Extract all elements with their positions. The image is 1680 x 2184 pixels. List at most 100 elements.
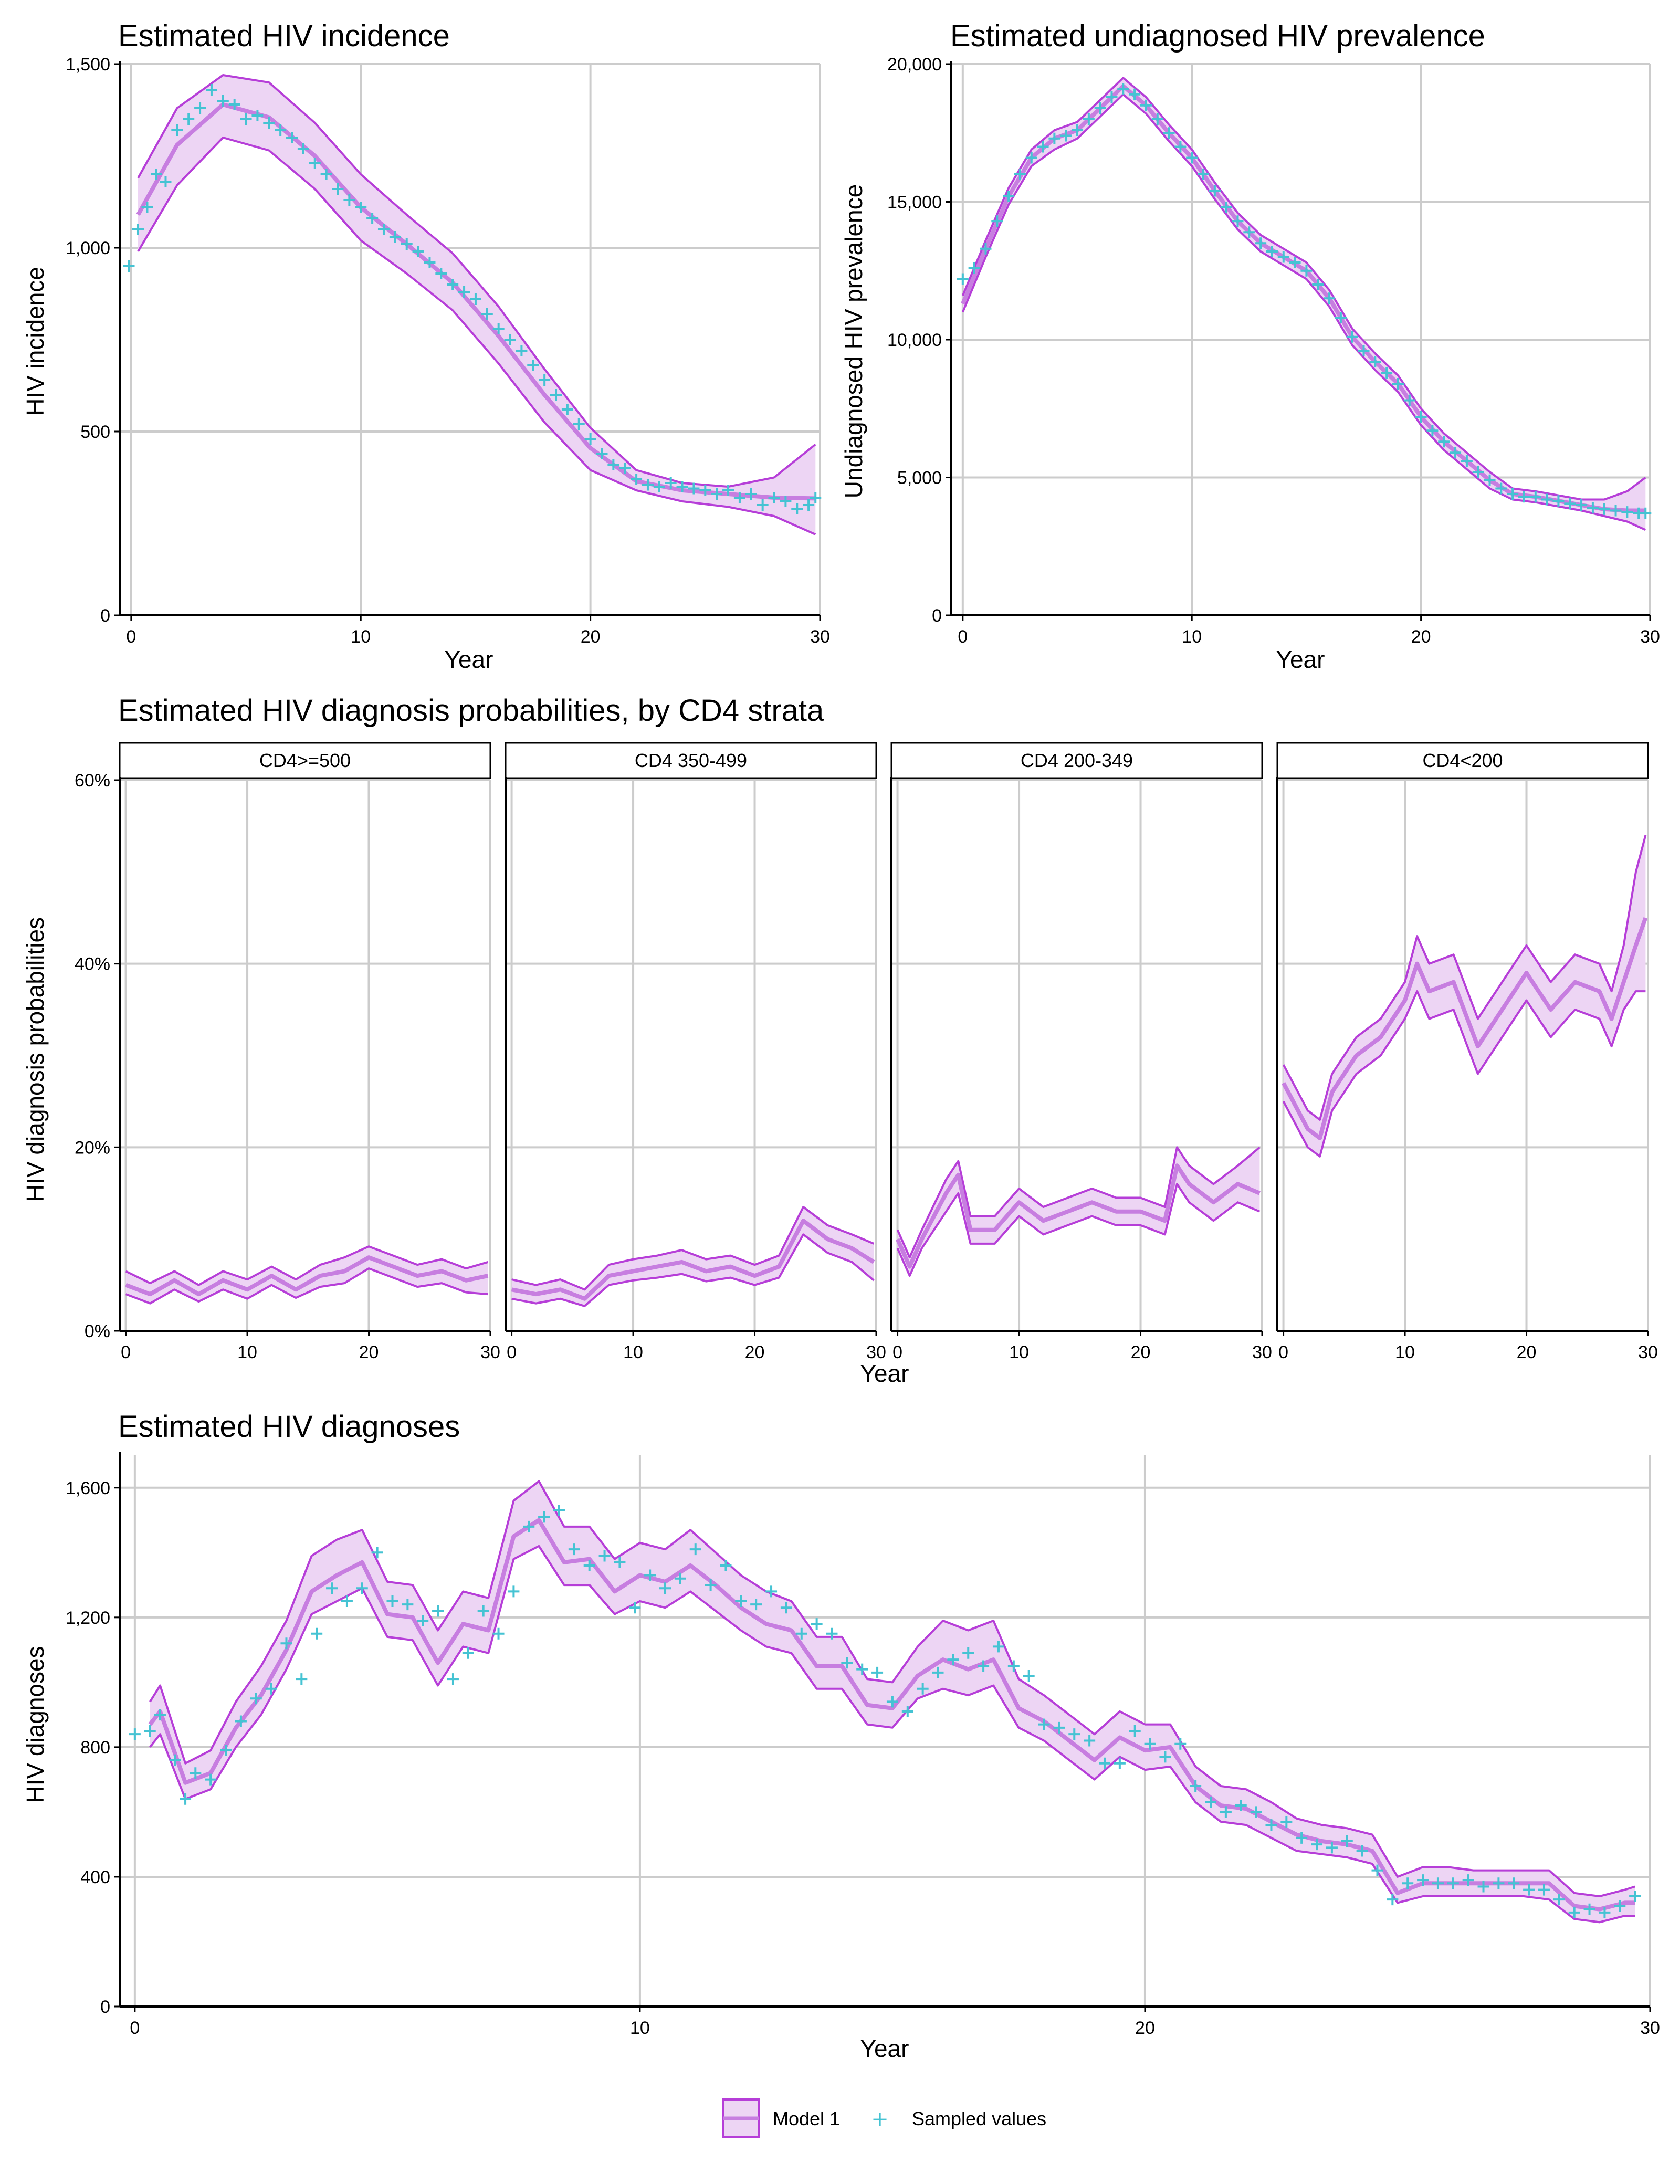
sampled-value-point	[757, 499, 769, 511]
sampled-value-point	[286, 132, 298, 143]
sampled-value-point	[1265, 1819, 1277, 1831]
sampled-value-point	[1140, 99, 1152, 111]
sampled-value-point	[275, 124, 287, 136]
sampled-value-point	[447, 1673, 459, 1685]
sampled-value-point	[424, 257, 436, 268]
sampled-value-point	[1232, 215, 1244, 227]
sampled-value-point	[886, 1696, 898, 1708]
sampled-value-point	[1277, 251, 1289, 263]
median-line	[961, 84, 1646, 513]
sampled-value-point	[1614, 1900, 1626, 1912]
sampled-value-point	[689, 1544, 701, 1556]
diagnosis-probabilities-ylabel: HIV diagnosis probabilities	[22, 917, 49, 1202]
sampled-value-point	[205, 1773, 217, 1786]
x-tick-label: 0	[126, 627, 136, 647]
lower-bound-line	[149, 1545, 1635, 1924]
upper-bound-line	[125, 1245, 488, 1286]
undiagnosed-panel: 0 5,000 10,000 15,000 20,000 0 10 20 30	[887, 55, 1660, 647]
sampled-value-point	[1529, 491, 1541, 503]
sampled-value-point	[980, 243, 992, 255]
strip-cd4-under-200	[1276, 742, 1649, 779]
undiagnosed-xlabel: Year	[1276, 646, 1325, 673]
y-tick-label: 1,000	[66, 238, 110, 258]
sampled-value-point	[642, 479, 654, 491]
sampled-value-point	[1432, 1877, 1444, 1889]
x-tick-label: 30	[1638, 1342, 1658, 1362]
sampled-value-point	[280, 1637, 292, 1650]
y-tick-label: 15,000	[887, 193, 942, 213]
median-line	[148, 1518, 1635, 1912]
sampled-value-point	[705, 1579, 717, 1591]
sampled-value-point	[957, 273, 969, 285]
sampled-value-point	[598, 1550, 611, 1562]
diagnosis_probabilities-facet-3-panel: 0 10 20 30	[890, 777, 1272, 1362]
sampled-value-point	[644, 1569, 656, 1581]
sampled-value-point	[356, 1582, 368, 1594]
y-tick-label: 40%	[75, 954, 110, 974]
sampled-value-point	[1186, 152, 1198, 164]
median-line	[125, 1255, 489, 1297]
sampled-value-point	[504, 334, 516, 345]
sampled-value-point	[1402, 1877, 1414, 1889]
confidence-band	[962, 78, 1646, 530]
sampled-value-point	[826, 1628, 838, 1640]
sampled-value-point	[1598, 503, 1610, 515]
sampled-value-point	[402, 1599, 414, 1611]
sampled-value-point	[1553, 1894, 1565, 1906]
sampled-value-point	[1417, 1874, 1429, 1886]
x-tick-label: 30	[810, 627, 830, 647]
sampled-value-point	[250, 1693, 262, 1705]
sampled-value-point	[1564, 498, 1576, 510]
diagnosis_probabilities-facet-2-panel: 0 10 20 30	[505, 777, 886, 1362]
sampled-value-point	[1151, 113, 1163, 125]
sampled-value-point	[1198, 169, 1210, 180]
sampled-value-point	[745, 488, 757, 500]
sampled-value-point	[1507, 488, 1519, 500]
sampled-value-point	[1495, 482, 1507, 495]
diagnoses-title: Estimated HIV diagnoses	[118, 1410, 460, 1444]
sampled-value-point	[1311, 1839, 1323, 1851]
sampled-value-point	[1014, 169, 1026, 180]
sampled-value-point	[469, 293, 481, 305]
x-tick-label: 0	[958, 627, 968, 647]
sampled-value-point	[1053, 1721, 1065, 1734]
lower-bound-line	[137, 136, 816, 536]
sampled-value-point	[992, 1641, 1004, 1653]
x-tick-label: 10	[1182, 627, 1202, 647]
sampled-value-point	[160, 176, 172, 187]
facet-strips: CD4>=500 CD4 350-499 CD4 200-349 CD4<200	[119, 742, 1649, 779]
sampled-value-point	[947, 1654, 959, 1666]
sampled-value-point	[1583, 1903, 1595, 1915]
sampled-value-point	[389, 231, 401, 243]
sampled-value-point	[1117, 83, 1129, 95]
sampled-value-point	[194, 102, 206, 114]
sampled-value-point	[343, 194, 355, 206]
y-tick-label: 20,000	[887, 55, 942, 75]
sampled-value-point	[377, 224, 390, 235]
sampled-value-point	[1084, 1735, 1096, 1747]
legend-model-label: Model 1	[773, 2108, 840, 2129]
y-tick-label: 20%	[75, 1138, 110, 1158]
sampled-value-point	[1129, 88, 1141, 100]
strip-label-cd4-350-499: CD4 350-499	[635, 750, 747, 771]
lower-bound-line	[1282, 990, 1646, 1158]
sampled-value-point	[1387, 1894, 1399, 1906]
incidence-xlabel: Year	[445, 646, 494, 673]
diagnoses-panel: 0 400 800 1,200 1,600 0 10 20 30	[66, 1452, 1660, 2038]
diagnosis_probabilities-facet-4-panel: 0 10 20 30	[1276, 777, 1658, 1362]
sampled-value-point	[1280, 1815, 1293, 1828]
sampled-value-point	[341, 1595, 353, 1607]
sampled-value-point	[1493, 1877, 1505, 1889]
sampled-value-point	[1312, 279, 1324, 290]
x-tick-label: 30	[1640, 627, 1660, 647]
strip-label-cd4-under-200: CD4<200	[1422, 750, 1503, 771]
y-tick-label: 500	[80, 422, 110, 442]
sampled-value-point	[1477, 1881, 1489, 1893]
sampled-value-point	[750, 1599, 762, 1611]
sampled-value-point	[1587, 502, 1599, 514]
sampled-value-point	[309, 158, 321, 169]
sampled-value-point	[1255, 237, 1267, 249]
incidence-panel: 0 500 1,000 1,500 0 10 20 30	[66, 55, 830, 647]
sampled-value-point	[872, 1666, 884, 1678]
